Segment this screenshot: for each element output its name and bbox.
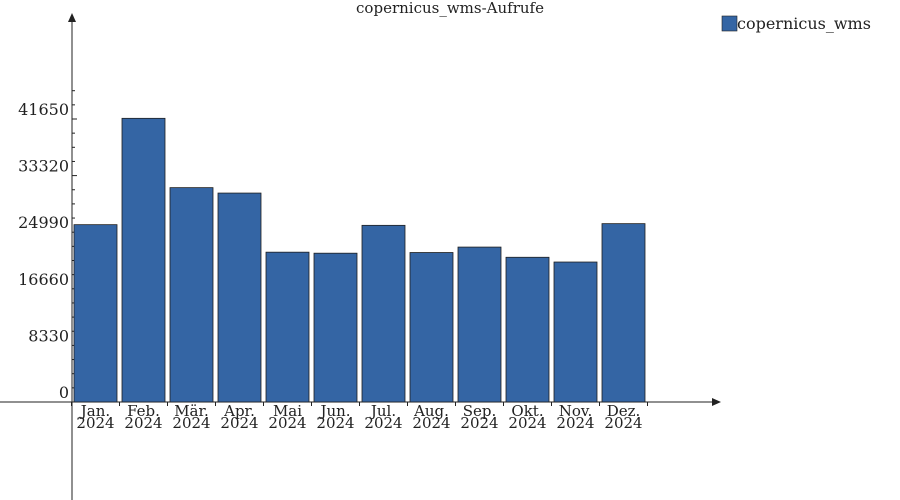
chart-title: copernicus_wms-Aufrufe [356,0,544,17]
bar[interactable] [409,252,454,403]
bar[interactable] [217,192,262,403]
bar[interactable] [361,224,406,403]
bar[interactable] [265,251,310,403]
x-tick-label: Mär. 2024 [172,402,210,432]
x-tick-label: Nov. 2024 [556,402,594,432]
bar[interactable] [457,246,502,403]
legend-swatch [721,15,738,32]
bar[interactable] [121,117,166,403]
x-tick-label: Jul. 2024 [364,402,402,432]
bar[interactable] [601,223,646,403]
y-axis-arrow-icon [68,13,76,22]
bars [73,117,646,403]
x-tick-label: Sep. 2024 [460,402,498,432]
y-tick-label: 33320 [18,157,69,176]
bar[interactable] [313,252,358,403]
x-tick-label: Okt. 2024 [508,402,546,432]
y-tick-label: 8330 [28,326,69,345]
y-tick-label: 41650 [18,100,69,119]
y-tick-label: 24990 [18,213,69,232]
y-tick-label: 16660 [18,270,69,289]
bar[interactable] [505,256,550,403]
category-labels: Jan. 2024 Feb. 2024 Mär. 2024 Apr. 2024 Mai 2024 J… [76,402,642,432]
x-tick-label: Jun. 2024 [316,402,354,432]
legend[interactable]: copernicus_wms [721,14,871,33]
bar[interactable] [73,224,118,403]
x-tick-label: Apr. 2024 [220,402,258,432]
legend-label: copernicus_wms [737,14,871,33]
x-tick-label: Aug. 2024 [412,402,450,432]
x-tick-label: Jan. 2024 [76,402,114,432]
x-tick-label: Mai 2024 [268,402,306,432]
bar[interactable] [553,261,598,403]
y-axis: 0 8330 16660 24990 33320 41650 [18,13,77,500]
x-tick-label: Dez. 2024 [604,402,642,432]
x-axis-arrow-icon [712,398,721,406]
y-tick-label: 0 [59,383,69,402]
bar[interactable] [169,187,214,403]
x-tick-label: Feb. 2024 [124,402,162,432]
